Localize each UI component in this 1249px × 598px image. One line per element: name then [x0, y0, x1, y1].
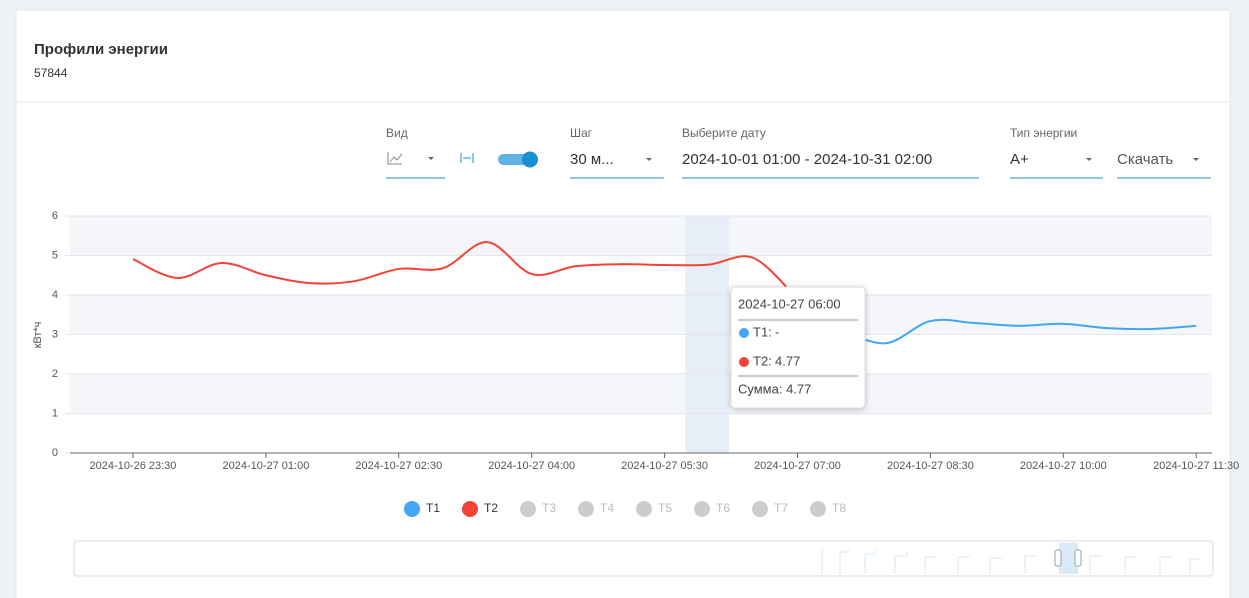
legend-label: T8 — [832, 501, 846, 515]
legend-dot — [694, 501, 710, 517]
chart-icon[interactable] — [387, 152, 403, 165]
caret[interactable] — [428, 157, 434, 160]
tooltip-dot — [739, 357, 749, 367]
caret[interactable] — [646, 158, 652, 161]
slider-handle[interactable] — [1074, 549, 1082, 567]
x-tick-label: 2024-10-27 02:30 — [355, 460, 442, 472]
zoom-slider[interactable] — [73, 540, 1214, 577]
view-label: Вид — [386, 126, 408, 140]
y-tick-label: 0 — [52, 447, 58, 459]
grid-band — [70, 374, 1212, 414]
legend-dot — [752, 501, 768, 517]
legend-label: T6 — [716, 501, 730, 515]
legend-dot — [810, 501, 826, 517]
legend-dot — [462, 501, 478, 517]
date-label: Выберите дату — [682, 126, 766, 140]
legend-label[interactable]: T1 — [426, 501, 440, 515]
y-tick-label: 4 — [52, 289, 58, 301]
grid-band — [70, 295, 1212, 335]
x-tick-label: 2024-10-27 10:00 — [1020, 460, 1107, 472]
step-value[interactable]: 30 м... — [570, 151, 614, 168]
slider-handle[interactable] — [1054, 549, 1062, 567]
x-tick-label: 2024-10-27 08:30 — [887, 460, 974, 472]
y-tick-label: 1 — [52, 407, 58, 419]
legend-label: T3 — [542, 501, 556, 515]
legend-dot — [520, 501, 536, 517]
legend-dot — [404, 501, 420, 517]
subtitle: 57844 — [34, 66, 68, 80]
tooltip-title: 2024-10-27 06:00 — [738, 296, 841, 311]
tooltip-value: - — [775, 324, 779, 339]
tooltip — [730, 286, 866, 409]
download[interactable]: Скачать — [1117, 151, 1173, 168]
caret[interactable] — [1193, 158, 1199, 161]
x-tick-label: 2024-10-26 23:30 — [90, 460, 177, 472]
tooltip-value: 4.77 — [775, 353, 800, 368]
date-value[interactable]: 2024-10-01 01:00 - 2024-10-31 02:00 — [682, 151, 932, 168]
tooltip-name: T2: — [753, 353, 772, 368]
y-tick-label: 6 — [52, 210, 58, 222]
grid-band — [70, 216, 1212, 256]
title: Профили энергии — [34, 41, 168, 58]
fit-icon[interactable] — [460, 153, 474, 163]
energy-value[interactable]: A+ — [1010, 151, 1029, 168]
y-axis-label: кВт*ч — [32, 322, 44, 349]
step-label: Шаг — [570, 126, 593, 140]
x-tick-label: 2024-10-27 01:00 — [222, 460, 309, 472]
x-tick-label: 2024-10-27 11:30 — [1153, 460, 1239, 472]
tooltip-sum: Сумма: 4.77 — [738, 381, 811, 396]
legend-label: T4 — [600, 501, 614, 515]
legend-label[interactable]: T2 — [484, 501, 498, 515]
slider-preview — [821, 549, 1200, 574]
tooltip-dot — [739, 328, 749, 338]
x-tick-label: 2024-10-27 07:00 — [754, 460, 841, 472]
series-line — [841, 318, 1197, 345]
toggle-knob[interactable] — [522, 151, 538, 168]
caret[interactable] — [1086, 158, 1092, 161]
y-tick-label: 5 — [52, 249, 58, 261]
series-line — [132, 241, 799, 300]
legend-dot — [636, 501, 652, 517]
legend-label: T5 — [658, 501, 672, 515]
legend-label: T7 — [774, 501, 788, 515]
y-tick-label: 3 — [52, 328, 58, 340]
slider-window[interactable] — [1059, 543, 1078, 574]
x-tick-label: 2024-10-27 04:00 — [488, 460, 575, 472]
x-tick-label: 2024-10-27 05:30 — [621, 460, 708, 472]
legend-dot — [578, 501, 594, 517]
y-tick-label: 2 — [52, 368, 58, 380]
tooltip-name: T1: — [753, 324, 772, 339]
energy-label: Тип энергии — [1010, 126, 1077, 140]
